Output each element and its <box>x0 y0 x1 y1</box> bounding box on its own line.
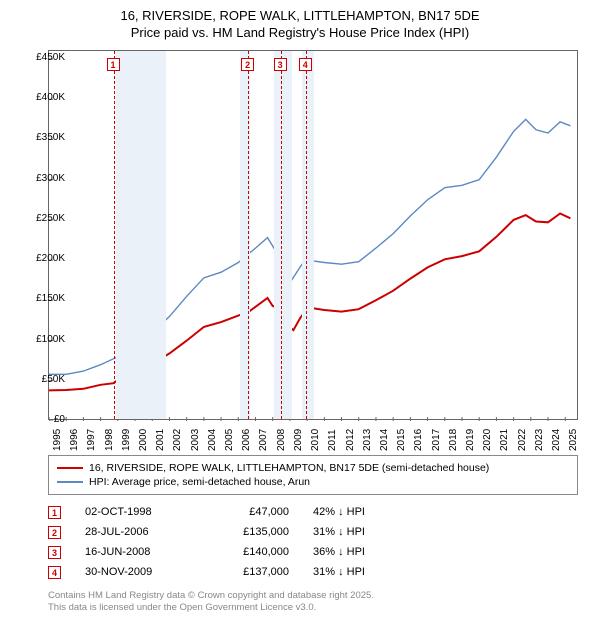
ytick-label: £250K <box>15 213 65 224</box>
xtick-label: 2010 <box>310 429 321 451</box>
xtick-label: 2003 <box>190 429 201 451</box>
event-line <box>281 51 282 419</box>
xtick-label: 2016 <box>413 429 424 451</box>
transaction-price: £135,000 <box>209 526 289 538</box>
recession-band <box>116 51 166 419</box>
transaction-date: 16-JUN-2008 <box>85 546 185 558</box>
xtick-label: 2019 <box>465 429 476 451</box>
xtick-label: 2002 <box>172 429 183 451</box>
chart-title: 16, RIVERSIDE, ROPE WALK, LITTLEHAMPTON,… <box>0 0 600 42</box>
xtick-label: 1998 <box>104 429 115 451</box>
footer-line1: Contains HM Land Registry data © Crown c… <box>48 590 374 601</box>
transaction-row: 2 28-JUL-2006 £135,000 31% ↓ HPI <box>48 522 578 542</box>
transaction-row: 1 02-OCT-1998 £47,000 42% ↓ HPI <box>48 502 578 522</box>
transaction-diff: 31% ↓ HPI <box>313 526 403 538</box>
transaction-diff: 31% ↓ HPI <box>313 566 403 578</box>
event-line <box>114 51 115 419</box>
xtick-label: 1999 <box>121 429 132 451</box>
ytick-label: £300K <box>15 173 65 184</box>
xtick-label: 2009 <box>293 429 304 451</box>
transaction-price: £47,000 <box>209 506 289 518</box>
xtick-label: 2022 <box>517 429 528 451</box>
xtick-label: 2012 <box>345 429 356 451</box>
xtick-label: 2004 <box>207 429 218 451</box>
xtick-label: 2023 <box>534 429 545 451</box>
ytick-label: £50K <box>15 374 65 385</box>
xtick-label: 2025 <box>568 429 579 451</box>
ytick-label: £400K <box>15 92 65 103</box>
xtick-label: 2020 <box>482 429 493 451</box>
xtick-label: 2021 <box>499 429 510 451</box>
ytick-label: £350K <box>15 132 65 143</box>
transaction-row: 3 16-JUN-2008 £140,000 36% ↓ HPI <box>48 542 578 562</box>
xtick-label: 2015 <box>396 429 407 451</box>
ytick-label: £200K <box>15 253 65 264</box>
xtick-label: 2017 <box>431 429 442 451</box>
transaction-diff: 36% ↓ HPI <box>313 546 403 558</box>
event-marker: 2 <box>241 58 254 71</box>
recession-band <box>274 51 291 419</box>
xtick-label: 1996 <box>69 429 80 451</box>
transaction-marker: 3 <box>48 546 61 559</box>
ytick-label: £0 <box>15 414 65 425</box>
transactions-table: 1 02-OCT-1998 £47,000 42% ↓ HPI 2 28-JUL-2006… <box>48 502 578 582</box>
transaction-date: 30-NOV-2009 <box>85 566 185 578</box>
transaction-price: £140,000 <box>209 546 289 558</box>
event-marker: 1 <box>107 58 120 71</box>
ytick-label: £100K <box>15 334 65 345</box>
footer: Contains HM Land Registry data © Crown c… <box>48 590 374 614</box>
xtick-label: 2018 <box>448 429 459 451</box>
title-line1: 16, RIVERSIDE, ROPE WALK, LITTLEHAMPTON,… <box>120 8 479 23</box>
transaction-date: 02-OCT-1998 <box>85 506 185 518</box>
xtick-label: 2013 <box>362 429 373 451</box>
legend-row: HPI: Average price, semi-detached house,… <box>57 475 569 489</box>
chart-area <box>48 50 578 420</box>
event-line <box>306 51 307 419</box>
xtick-label: 1995 <box>52 429 63 451</box>
legend-swatch <box>57 481 83 482</box>
event-marker: 3 <box>274 58 287 71</box>
xtick-label: 2014 <box>379 429 390 451</box>
xtick-label: 2024 <box>551 429 562 451</box>
transaction-marker: 1 <box>48 506 61 519</box>
transaction-marker: 2 <box>48 526 61 539</box>
legend-label: 16, RIVERSIDE, ROPE WALK, LITTLEHAMPTON,… <box>89 462 489 474</box>
legend: 16, RIVERSIDE, ROPE WALK, LITTLEHAMPTON,… <box>48 455 578 495</box>
transaction-diff: 42% ↓ HPI <box>313 506 403 518</box>
title-line2: Price paid vs. HM Land Registry's House … <box>131 25 469 40</box>
event-line <box>248 51 249 419</box>
transaction-date: 28-JUL-2006 <box>85 526 185 538</box>
ytick-label: £150K <box>15 293 65 304</box>
xtick-label: 1997 <box>86 429 97 451</box>
event-marker: 4 <box>299 58 312 71</box>
xtick-label: 2001 <box>155 429 166 451</box>
recession-band <box>302 51 314 419</box>
xtick-label: 2008 <box>276 429 287 451</box>
xtick-label: 2005 <box>224 429 235 451</box>
transaction-marker: 4 <box>48 566 61 579</box>
xtick-label: 2000 <box>138 429 149 451</box>
xtick-label: 2006 <box>241 429 252 451</box>
transaction-row: 4 30-NOV-2009 £137,000 31% ↓ HPI <box>48 562 578 582</box>
legend-swatch <box>57 467 83 470</box>
xtick-label: 2011 <box>327 429 338 451</box>
transaction-price: £137,000 <box>209 566 289 578</box>
xtick-label: 2007 <box>258 429 269 451</box>
legend-label: HPI: Average price, semi-detached house,… <box>89 476 310 488</box>
ytick-label: £450K <box>15 52 65 63</box>
footer-line2: This data is licensed under the Open Gov… <box>48 602 316 613</box>
legend-row: 16, RIVERSIDE, ROPE WALK, LITTLEHAMPTON,… <box>57 461 569 475</box>
